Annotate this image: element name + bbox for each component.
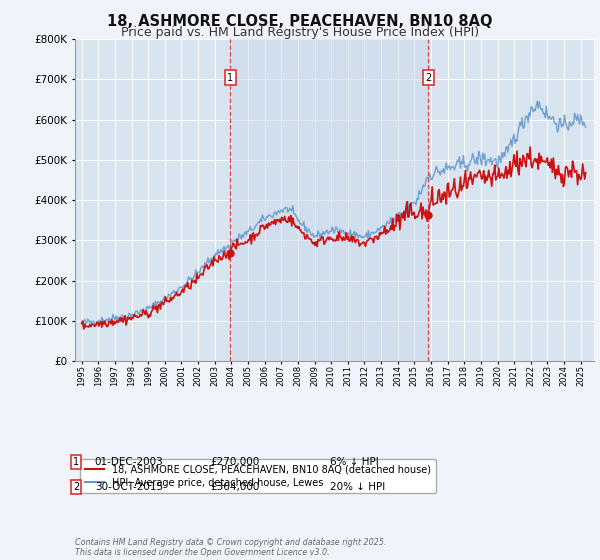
Bar bbox=[230, 39, 428, 361]
Legend: 18, ASHMORE CLOSE, PEACEHAVEN, BN10 8AQ (detached house), HPI: Average price, de: 18, ASHMORE CLOSE, PEACEHAVEN, BN10 8AQ … bbox=[80, 459, 436, 493]
Text: 20% ↓ HPI: 20% ↓ HPI bbox=[330, 482, 385, 492]
Text: 01-DEC-2003: 01-DEC-2003 bbox=[95, 457, 164, 467]
Text: £364,000: £364,000 bbox=[210, 482, 259, 492]
Text: 1: 1 bbox=[227, 73, 233, 83]
Text: 18, ASHMORE CLOSE, PEACEHAVEN, BN10 8AQ: 18, ASHMORE CLOSE, PEACEHAVEN, BN10 8AQ bbox=[107, 14, 493, 29]
Text: Price paid vs. HM Land Registry's House Price Index (HPI): Price paid vs. HM Land Registry's House … bbox=[121, 26, 479, 39]
Text: 30-OCT-2015: 30-OCT-2015 bbox=[95, 482, 163, 492]
Text: Contains HM Land Registry data © Crown copyright and database right 2025.
This d: Contains HM Land Registry data © Crown c… bbox=[75, 538, 386, 557]
Text: 1: 1 bbox=[73, 457, 79, 467]
Text: 2: 2 bbox=[425, 73, 431, 83]
Text: 6% ↓ HPI: 6% ↓ HPI bbox=[330, 457, 379, 467]
Text: 2: 2 bbox=[73, 482, 79, 492]
Text: £270,000: £270,000 bbox=[210, 457, 259, 467]
